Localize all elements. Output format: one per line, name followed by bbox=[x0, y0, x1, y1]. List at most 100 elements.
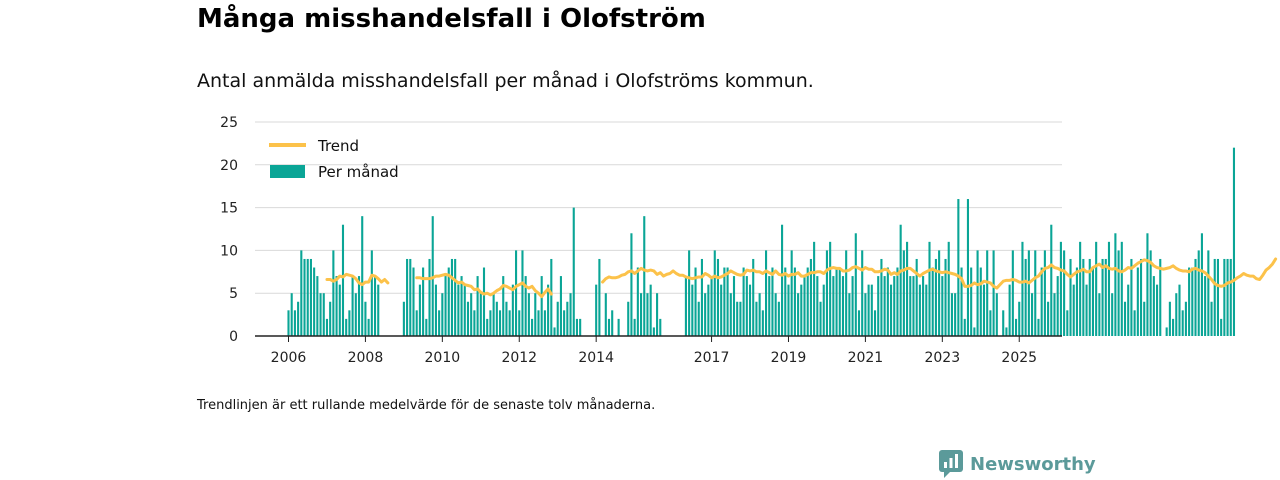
bar bbox=[444, 276, 447, 336]
bar bbox=[797, 293, 800, 336]
y-tick-label: 10 bbox=[220, 243, 238, 259]
bar bbox=[463, 284, 466, 336]
bar bbox=[656, 293, 659, 336]
bar bbox=[354, 293, 357, 336]
bar bbox=[1229, 258, 1232, 336]
bar bbox=[688, 250, 691, 336]
bar bbox=[954, 293, 957, 336]
bar bbox=[873, 310, 877, 336]
bar bbox=[1184, 301, 1187, 336]
bar bbox=[684, 276, 687, 336]
bar bbox=[559, 276, 562, 336]
bar bbox=[758, 293, 761, 336]
footnote: Trendlinjen är ett rullande medelvärde f… bbox=[197, 398, 656, 413]
trend-line bbox=[415, 272, 553, 299]
bar bbox=[595, 284, 598, 336]
bar bbox=[704, 293, 707, 336]
bar bbox=[707, 284, 710, 336]
bar bbox=[470, 293, 473, 336]
bar bbox=[341, 224, 345, 336]
bar bbox=[361, 216, 364, 336]
bar bbox=[454, 258, 457, 336]
bar bbox=[861, 250, 864, 336]
bar bbox=[694, 267, 697, 336]
bar bbox=[1149, 250, 1152, 336]
bar bbox=[720, 284, 723, 336]
bar bbox=[345, 318, 348, 336]
x-tick-label: 2021 bbox=[848, 350, 884, 366]
bar bbox=[700, 258, 703, 336]
bar bbox=[761, 310, 764, 336]
bar bbox=[1207, 250, 1210, 336]
bar bbox=[963, 318, 966, 336]
bar bbox=[1165, 327, 1168, 336]
bar bbox=[915, 258, 918, 336]
bar bbox=[1098, 293, 1101, 336]
bar bbox=[889, 284, 893, 336]
bar bbox=[293, 310, 296, 336]
bar bbox=[768, 276, 771, 336]
bar bbox=[1037, 318, 1040, 336]
bar bbox=[370, 250, 373, 336]
bar bbox=[1095, 241, 1098, 336]
bar bbox=[575, 318, 578, 336]
bar bbox=[934, 258, 937, 336]
bar bbox=[941, 276, 944, 336]
bar bbox=[922, 276, 925, 336]
x-tick-label: 2017 bbox=[694, 350, 730, 366]
legend-bars-label: Per månad bbox=[318, 163, 399, 181]
bar bbox=[1104, 258, 1107, 336]
bar bbox=[303, 258, 306, 336]
newsworthy-logo: Newsworthy bbox=[939, 450, 1096, 478]
bar bbox=[319, 293, 322, 336]
chart-subtitle: Antal anmälda misshandelsfall per månad … bbox=[197, 70, 814, 92]
bar bbox=[652, 327, 655, 336]
bar bbox=[832, 276, 835, 336]
bar bbox=[957, 199, 960, 336]
bar bbox=[806, 267, 809, 336]
bar bbox=[691, 284, 694, 336]
bar bbox=[1075, 267, 1078, 336]
bar bbox=[1005, 327, 1008, 336]
bar bbox=[1130, 258, 1133, 336]
bar bbox=[800, 284, 803, 336]
bar bbox=[1056, 276, 1059, 336]
bar bbox=[989, 310, 992, 336]
bar bbox=[1188, 267, 1191, 336]
bar bbox=[864, 293, 867, 336]
bar bbox=[739, 301, 742, 336]
bar bbox=[1133, 310, 1136, 336]
bar bbox=[883, 276, 886, 336]
x-tick-label: 2012 bbox=[501, 350, 537, 366]
bar bbox=[492, 293, 495, 336]
bar bbox=[982, 284, 986, 336]
bar bbox=[495, 301, 498, 336]
bar bbox=[1059, 241, 1062, 336]
bar bbox=[931, 267, 934, 336]
bar bbox=[1117, 250, 1120, 336]
bar bbox=[1111, 293, 1114, 336]
bar bbox=[745, 276, 748, 336]
bar bbox=[290, 293, 293, 336]
bar bbox=[406, 258, 409, 336]
bar bbox=[970, 267, 973, 336]
bar bbox=[402, 301, 405, 336]
bar bbox=[1168, 301, 1171, 336]
bar bbox=[1226, 258, 1229, 336]
bar bbox=[902, 250, 905, 336]
y-tick-label: 15 bbox=[220, 201, 238, 217]
bar bbox=[441, 293, 444, 336]
bar bbox=[1127, 284, 1130, 336]
bar bbox=[1027, 250, 1030, 336]
bar bbox=[534, 293, 537, 336]
bar bbox=[1107, 241, 1111, 336]
trend-line bbox=[601, 257, 1278, 290]
bar bbox=[1014, 318, 1018, 336]
bar bbox=[460, 276, 463, 336]
bar bbox=[819, 301, 822, 336]
bar bbox=[1079, 241, 1082, 336]
bar bbox=[973, 327, 976, 336]
bar bbox=[325, 318, 329, 336]
bar bbox=[332, 250, 335, 336]
